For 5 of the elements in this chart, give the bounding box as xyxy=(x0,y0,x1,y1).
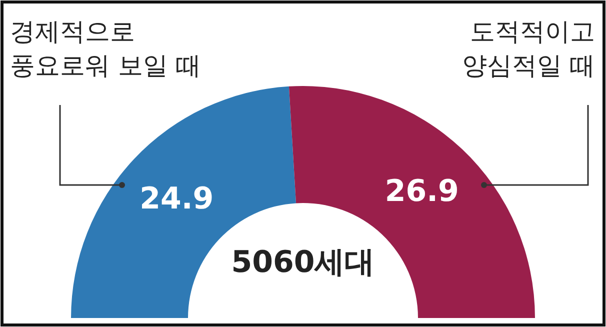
data-label: 24.9 xyxy=(140,182,214,217)
slice-label: 도적적이고 양심적일 때 xyxy=(462,17,595,80)
data-label: 26.9 xyxy=(384,174,459,210)
slice-label: 경제적으로 풍요로워 보일 때 xyxy=(10,17,201,80)
text: 5060세대 xyxy=(231,245,375,280)
